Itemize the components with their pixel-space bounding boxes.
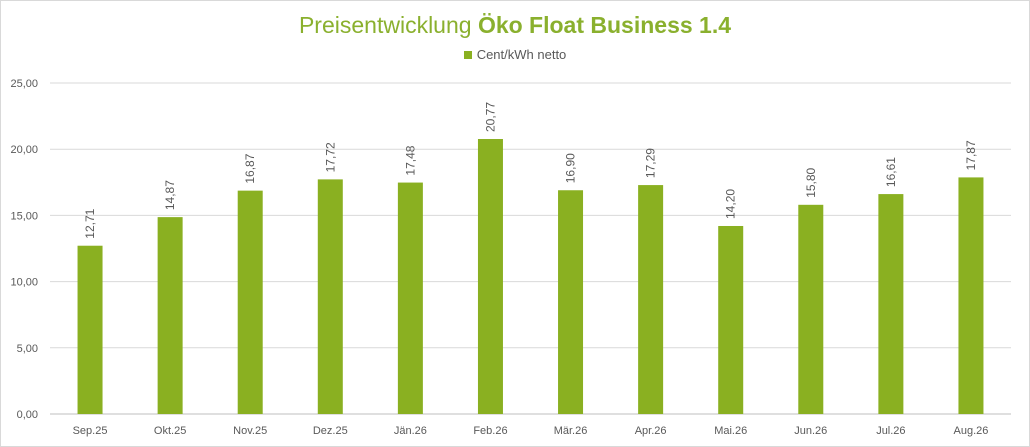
data-label: 16,87	[243, 153, 257, 183]
x-tick-label: Feb.26	[473, 425, 507, 437]
data-label: 14,87	[163, 180, 177, 210]
y-tick-label: 10,00	[10, 277, 38, 289]
x-tick-label: Dez.25	[313, 425, 348, 437]
bar	[798, 204, 824, 414]
x-tick-label: Jän.26	[394, 425, 427, 437]
bar	[878, 194, 904, 414]
x-tick-label: Sep.25	[73, 425, 108, 437]
chart-legend: Cent/kWh netto	[0, 47, 1030, 62]
bar	[958, 177, 984, 414]
x-tick-label: Mär.26	[554, 425, 588, 437]
data-label: 17,87	[964, 140, 978, 170]
bar	[718, 225, 744, 414]
x-tick-label: Mai.26	[714, 425, 747, 437]
data-label: 20,77	[483, 102, 497, 132]
y-tick-label: 0,00	[17, 409, 38, 421]
x-tick-label: Aug.26	[954, 425, 989, 437]
y-tick-label: 20,00	[10, 144, 38, 156]
bar	[77, 245, 103, 414]
bar	[317, 179, 343, 414]
y-tick-label: 15,00	[10, 210, 38, 222]
bar	[477, 139, 503, 415]
data-label: 14,20	[724, 189, 738, 219]
chart-title: Preisentwicklung Öko Float Business 1.4	[0, 12, 1030, 39]
chart-title-prefix: Preisentwicklung	[298, 12, 478, 38]
x-tick-label: Apr.26	[635, 425, 667, 437]
bar	[157, 217, 183, 414]
legend-label: Cent/kWh netto	[476, 47, 567, 62]
data-label: 17,72	[323, 142, 337, 172]
legend-swatch	[463, 50, 472, 59]
x-tick-label: Jul.26	[876, 425, 905, 437]
x-tick-label: Okt.25	[154, 425, 186, 437]
x-tick-label: Jun.26	[794, 425, 827, 437]
y-tick-label: 5,00	[17, 343, 38, 355]
data-label: 17,29	[644, 148, 658, 178]
y-tick-label: 25,00	[10, 78, 38, 90]
bar	[237, 190, 263, 414]
data-label: 16,61	[884, 157, 898, 187]
bar	[558, 190, 584, 414]
data-label: 17,48	[403, 145, 417, 175]
data-label: 15,80	[804, 167, 818, 197]
x-tick-label: Nov.25	[233, 425, 267, 437]
data-label: 16,90	[564, 153, 578, 183]
chart-title-product: Öko Float Business 1.4	[477, 12, 732, 38]
bar	[397, 182, 423, 414]
data-label: 12,71	[83, 208, 97, 238]
bar	[638, 185, 664, 414]
